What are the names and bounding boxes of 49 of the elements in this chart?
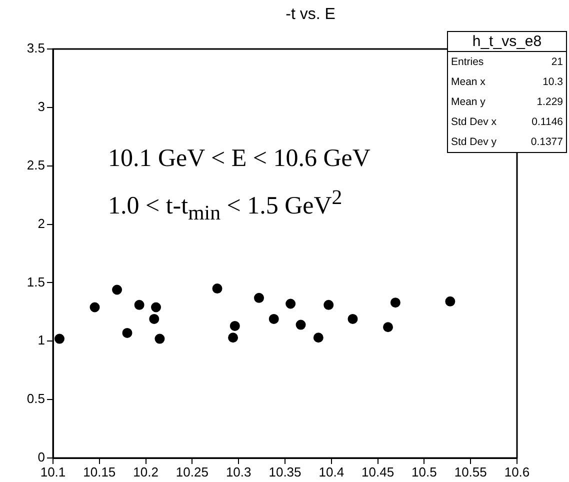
- point: [134, 300, 144, 310]
- x-tick-label: 10.45: [362, 464, 394, 480]
- point: [54, 334, 64, 344]
- y-tick-label: 2.5: [26, 157, 45, 172]
- x-tick-label: 10.1: [40, 464, 66, 480]
- x-tick-label: 10.3: [226, 464, 252, 480]
- y-tick-label: 0: [38, 450, 45, 465]
- point: [151, 302, 162, 312]
- text: Entries 21: [451, 56, 563, 68]
- point: [313, 332, 324, 343]
- point: [445, 296, 456, 306]
- y-tick-label: 2: [38, 216, 45, 231]
- text: Mean y 1.229: [451, 96, 563, 108]
- point: [90, 302, 100, 312]
- y-tick-label: 1.5: [26, 274, 45, 290]
- point: [154, 334, 165, 344]
- annotation: 10.1 GeV < E < 10.6 GeV: [108, 145, 370, 173]
- x-tick-label: 10.55: [454, 464, 487, 480]
- point: [112, 284, 122, 295]
- point: [149, 314, 160, 324]
- x-tick-label: 10.5: [412, 464, 437, 480]
- y-tick-label: 0.5: [26, 391, 45, 406]
- text: Std Dev y 0.1377: [451, 136, 563, 148]
- text: Std Dev x 0.1146: [451, 116, 563, 128]
- annotation: h_t_vs_e8: [448, 32, 566, 52]
- y-tick-label: 3.5: [26, 40, 45, 56]
- y-tick-label: 1: [38, 332, 45, 348]
- point: [348, 314, 358, 324]
- point: [268, 314, 279, 324]
- point: [122, 328, 132, 338]
- point: [390, 298, 400, 308]
- point: [286, 298, 296, 309]
- point: [296, 320, 306, 330]
- x-tick-label: 10.6: [504, 464, 530, 480]
- annotation: 1.0 < t-t$_{min}$ < 1.5 GeV$^{2}$: [108, 185, 342, 226]
- point: [324, 300, 334, 310]
- point: [230, 320, 240, 331]
- y-tick-label: 3: [38, 99, 45, 114]
- text: Mean x 10.3: [451, 76, 563, 88]
- chart-title: -t vs. E: [284, 6, 336, 24]
- point: [212, 284, 222, 294]
- x-tick-label: 10.25: [176, 464, 208, 480]
- point: [383, 322, 394, 332]
- x-tick-label: 10.15: [83, 464, 116, 480]
- point: [228, 332, 238, 343]
- x-tick-label: 10.4: [318, 464, 344, 480]
- x-tick-label: 10.2: [133, 464, 158, 480]
- point: [254, 292, 264, 303]
- x-tick-label: 10.35: [268, 464, 302, 480]
